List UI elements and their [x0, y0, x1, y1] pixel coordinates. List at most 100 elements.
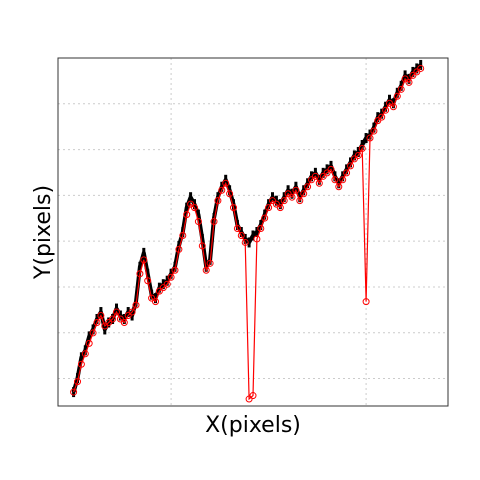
tracked-point — [311, 172, 319, 180]
plot-frame — [57, 57, 449, 407]
tracked-point — [245, 395, 253, 403]
tracked-point — [354, 151, 362, 159]
tracked-point — [347, 162, 354, 170]
tracked-point — [175, 245, 183, 253]
tracked-point — [292, 186, 300, 194]
tracked-point — [319, 172, 327, 180]
tracked-point — [202, 266, 210, 274]
observed-point — [255, 227, 259, 237]
tracked-point — [413, 68, 421, 76]
tracked-point — [288, 193, 296, 201]
tracked-point — [140, 256, 148, 264]
tracked-point — [343, 169, 351, 177]
tracked-point — [101, 322, 109, 330]
tracked-point — [265, 204, 273, 212]
tracked-point — [77, 360, 85, 368]
observed-point — [185, 202, 189, 213]
tracked-point — [261, 214, 269, 222]
observed-point — [189, 192, 193, 203]
tracked-point — [155, 287, 163, 295]
tracked-point — [171, 266, 179, 274]
tracked-point — [109, 315, 117, 323]
series-tracked-trace — [70, 64, 425, 403]
tracked-point — [409, 71, 417, 79]
tracked-point — [116, 315, 124, 323]
tracked-point — [401, 75, 409, 83]
tracked-point — [198, 242, 206, 250]
observed-point — [79, 352, 83, 363]
tracked-point — [276, 204, 284, 212]
tracked-point — [393, 92, 401, 100]
tracked-point — [350, 155, 358, 163]
tracked-point — [241, 238, 249, 246]
tracked-point — [226, 190, 234, 198]
tracked-point — [362, 298, 370, 306]
tracked-point — [249, 392, 257, 400]
tracked-point — [327, 165, 335, 173]
tracked-point — [378, 113, 386, 121]
tracked-point — [89, 329, 97, 337]
observed-point — [251, 230, 255, 241]
tracked-point — [206, 259, 214, 267]
observed-point — [247, 237, 251, 248]
tracked-point — [194, 218, 202, 226]
tracked-point — [237, 231, 245, 239]
observed-point — [142, 247, 146, 258]
tracked-point — [230, 204, 237, 212]
tracked-point — [331, 176, 339, 184]
tracked-point — [159, 284, 167, 292]
tracked-point — [191, 204, 198, 212]
tracked-point — [74, 378, 81, 386]
tracked-point — [179, 231, 187, 239]
tracked-point — [280, 197, 288, 205]
y-axis-label: Y(pixels) — [31, 185, 56, 280]
tracked-point — [144, 277, 152, 285]
observed-point — [196, 209, 200, 220]
tracked-point — [210, 218, 218, 226]
tracked-point — [374, 117, 382, 125]
tracked-point — [163, 280, 171, 288]
tracked-point — [308, 176, 315, 184]
observed-point — [87, 331, 91, 342]
tracked-point — [132, 301, 140, 309]
tracked-point — [105, 318, 113, 326]
tracked-point — [417, 64, 425, 72]
tracked-point — [284, 190, 292, 198]
observed-point — [364, 133, 368, 144]
grid-lines — [58, 58, 448, 406]
observed-point — [200, 233, 204, 244]
tracked-point — [222, 179, 230, 187]
tracked-point — [339, 176, 347, 184]
tracked-point — [214, 197, 222, 205]
tracked-point — [358, 144, 366, 152]
tracked-point — [183, 211, 191, 219]
tracked-point — [296, 197, 304, 205]
x-axis-label: X(pixels) — [205, 413, 301, 438]
tracked-point — [93, 318, 101, 326]
tracked-point — [386, 99, 393, 107]
tracked-point — [152, 298, 159, 306]
tracked-point — [128, 308, 136, 316]
tracked-point — [81, 350, 89, 358]
tracked-point — [269, 197, 276, 205]
tracked-point — [218, 186, 226, 194]
tracked-point — [300, 190, 308, 198]
tracked-point — [382, 106, 390, 114]
tracked-point — [304, 183, 312, 191]
tracked-point — [233, 225, 241, 233]
tracked-point — [257, 225, 265, 233]
tracked-point — [272, 200, 280, 208]
tracked-point — [167, 273, 175, 281]
tracked-point — [124, 312, 132, 320]
tracked-point — [253, 235, 261, 243]
tracked-point — [366, 134, 374, 142]
tracked-point — [136, 270, 144, 278]
observed-point — [146, 268, 150, 279]
tracked-point — [85, 339, 93, 347]
tracked-point — [97, 312, 105, 320]
tracked-point — [113, 308, 120, 316]
tracked-point — [70, 388, 78, 396]
tracked-trace-line — [73, 67, 422, 401]
tracked-point — [405, 78, 413, 86]
